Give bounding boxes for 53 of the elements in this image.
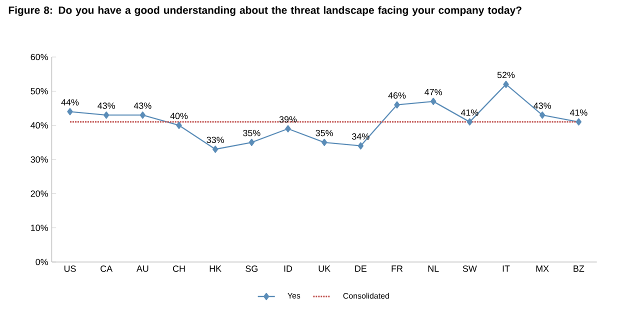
x-tick-label: MX [536, 266, 549, 272]
y-tick-label: 20% [30, 190, 48, 197]
point [576, 118, 582, 126]
point [466, 118, 473, 126]
data-label: 34% [352, 133, 370, 140]
y-tick-label: 30% [30, 156, 48, 163]
point [176, 122, 182, 129]
data-label: 44% [61, 99, 79, 106]
point [358, 142, 364, 150]
y-tick-label: 60% [30, 54, 48, 60]
y-tick-label: 40% [30, 122, 48, 129]
data-label: 41% [570, 109, 588, 116]
point [212, 146, 218, 153]
x-tick-label: NL [428, 266, 439, 272]
x-tick-label: SW [462, 266, 477, 272]
x-tick-label: IT [502, 266, 510, 272]
point [103, 111, 110, 119]
y-tick-label: 10% [31, 224, 48, 232]
x-tick-label: DE [355, 266, 367, 272]
y-tick-label: 0% [36, 258, 48, 266]
point [140, 111, 146, 119]
x-tick-label: CA [100, 266, 113, 272]
point [430, 98, 436, 106]
x-tick-label: BZ [574, 266, 584, 272]
point [248, 138, 255, 146]
x-tick-label: HK [210, 266, 222, 272]
data-label: 43% [98, 102, 115, 109]
data-label: 39% [279, 116, 297, 123]
data-label: 47% [424, 88, 442, 96]
point [285, 125, 291, 132]
y-tick-label: 50% [30, 88, 48, 94]
x-tick-label: US [64, 266, 76, 272]
point [321, 138, 328, 146]
data-label: 35% [316, 130, 333, 136]
data-label: 40% [170, 112, 188, 120]
data-label: 35% [243, 130, 260, 136]
data-label: 52% [497, 72, 515, 78]
point [503, 80, 509, 88]
data-label: 43% [134, 102, 152, 109]
x-tick-label: CH [172, 266, 185, 272]
chart-title: Figure 8: Do you have a good understanding about the threat landscape facing your company today? [8, 6, 522, 16]
point [539, 111, 546, 119]
x-tick-label: SG [246, 266, 258, 272]
x-tick-label: AU [136, 266, 148, 272]
x-tick-label: UK [318, 266, 330, 272]
point [394, 101, 400, 108]
data-label: 41% [460, 109, 478, 116]
point [67, 108, 73, 116]
data-label: 33% [206, 136, 224, 144]
data-label: 43% [534, 102, 551, 109]
data-label: 46% [388, 92, 406, 99]
x-tick-label: ID [284, 266, 292, 272]
x-tick-label: FR [392, 266, 403, 272]
